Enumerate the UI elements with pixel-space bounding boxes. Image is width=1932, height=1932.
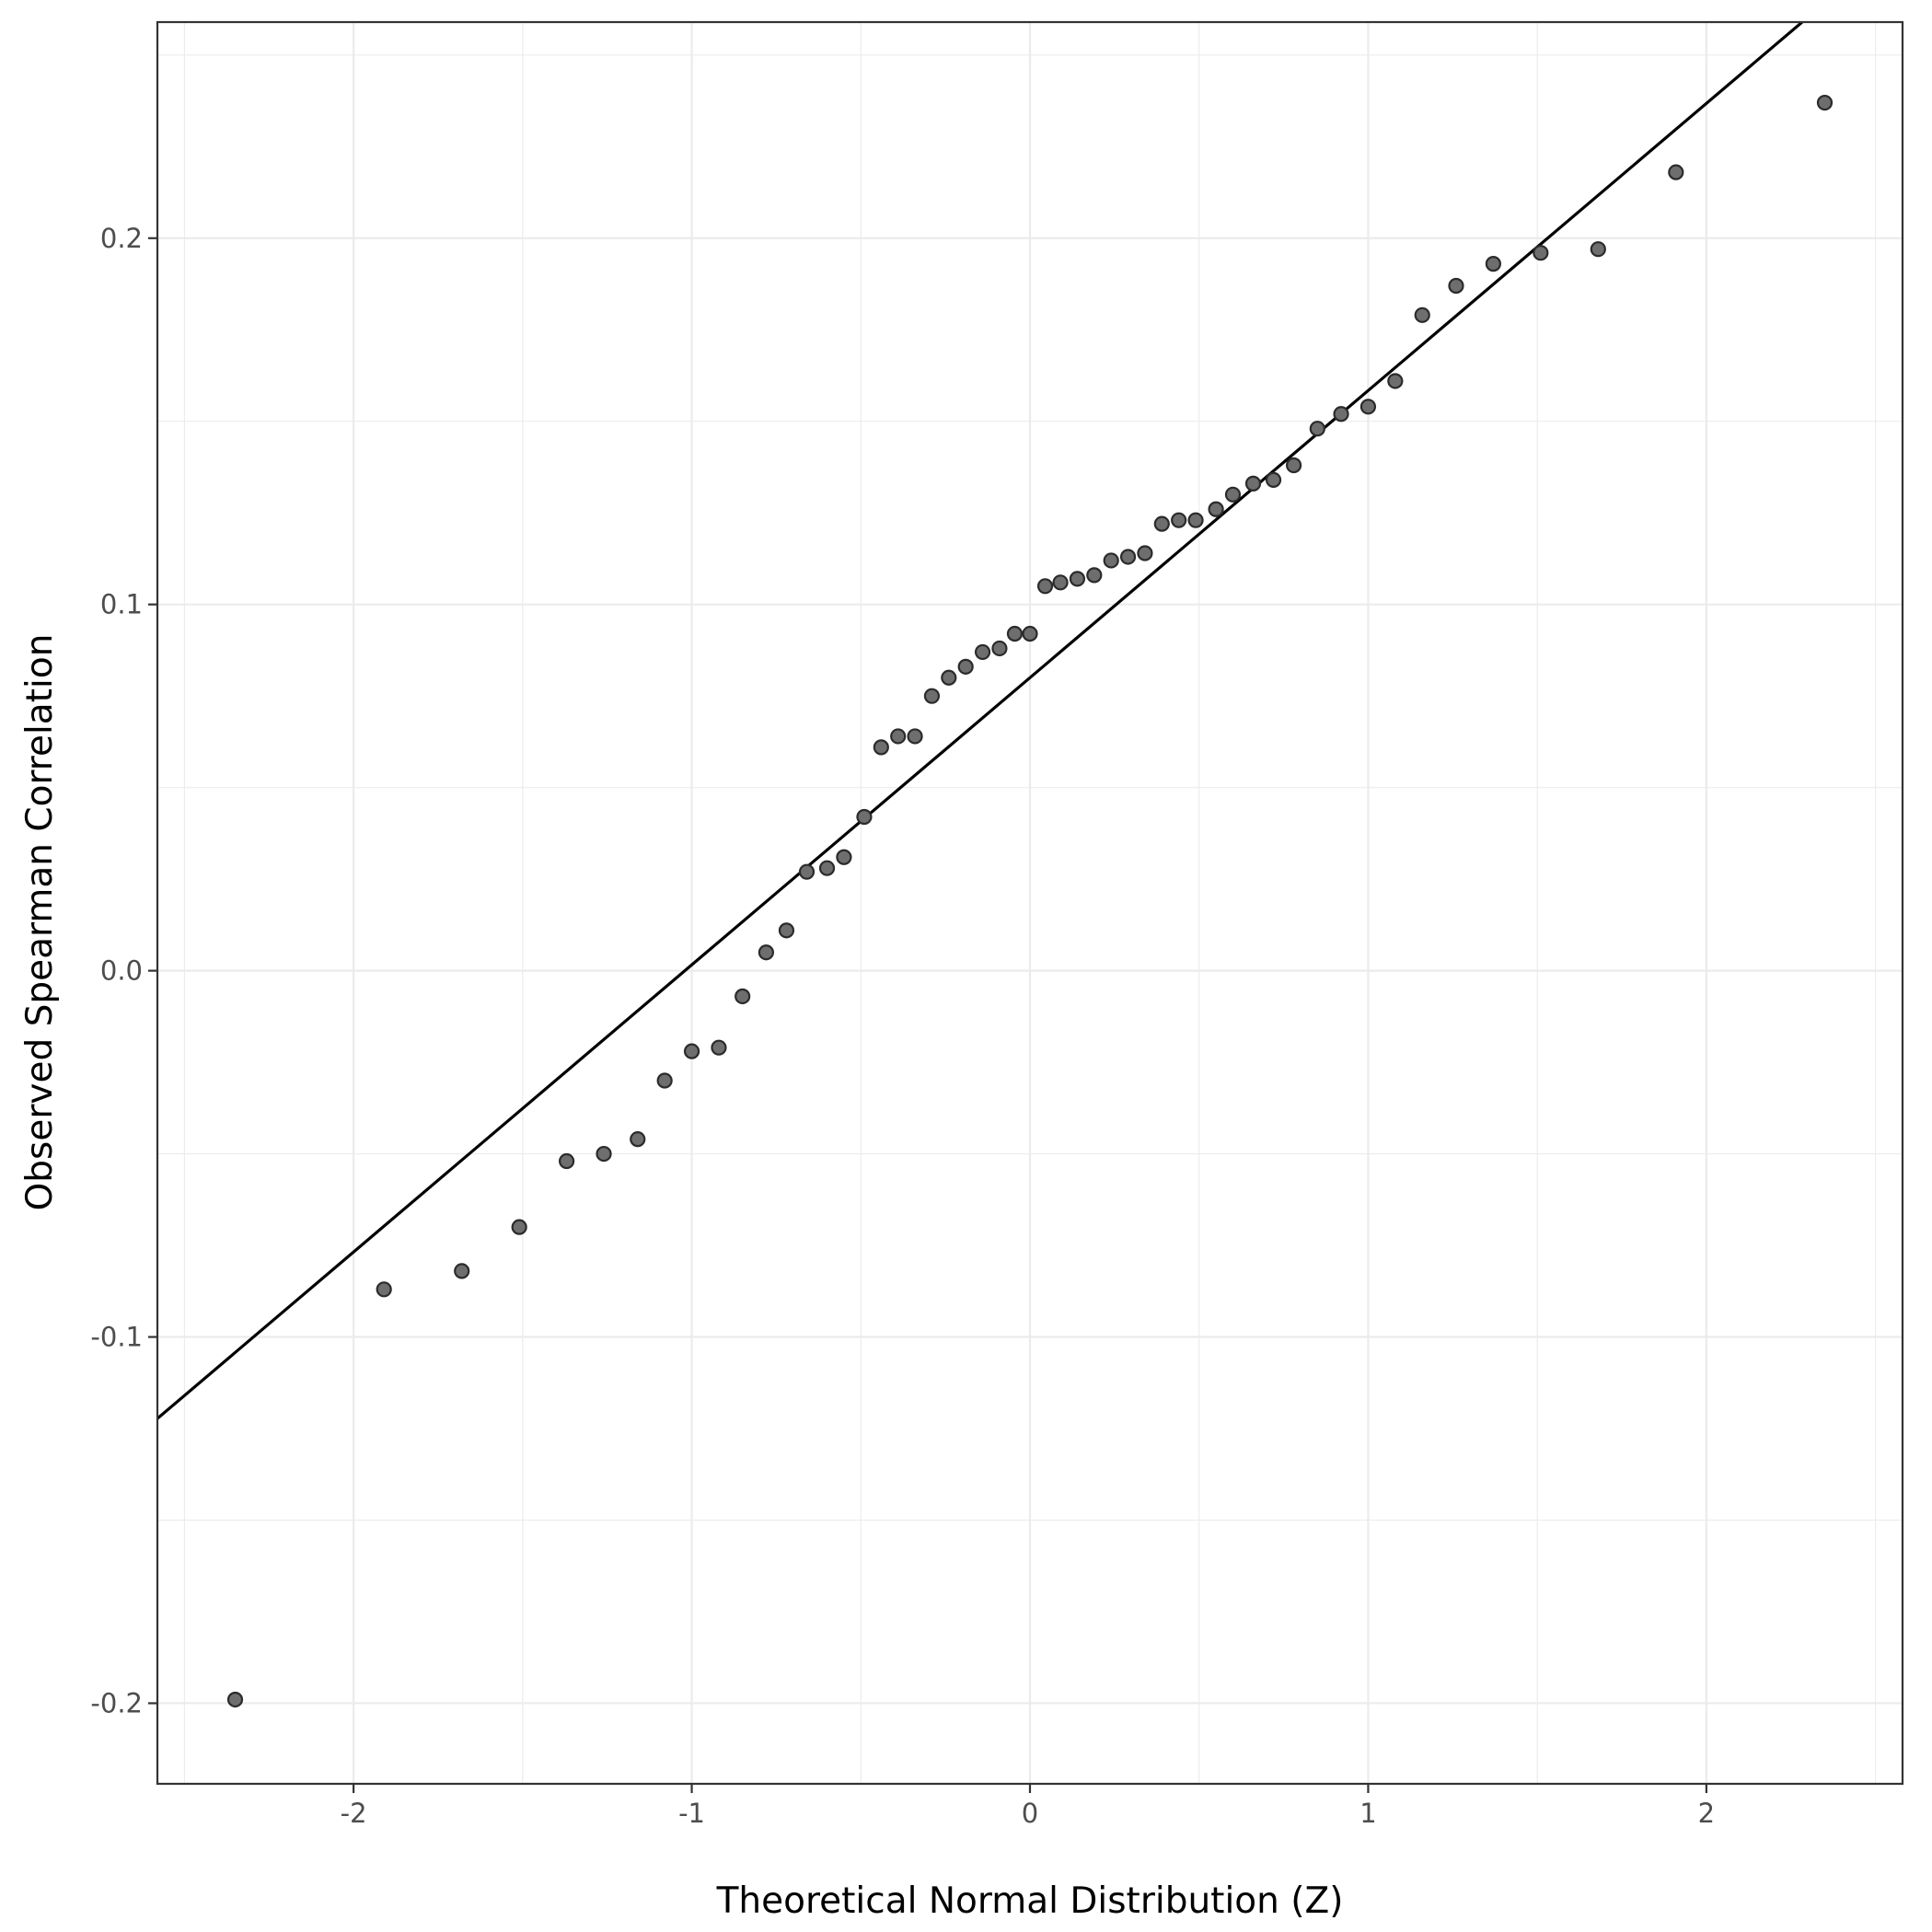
data-point [454,1263,470,1279]
data-point [683,1043,700,1059]
data-point [1414,307,1430,323]
data-point [856,808,873,826]
data-point [1224,486,1242,503]
data-point [1590,241,1606,258]
data-point [758,944,774,961]
y-axis-ticks: -0.2 -0.1 0.0 0.1 0.2 [90,223,157,1718]
y-tick-label: -0.2 [90,1687,143,1718]
data-points [226,94,1834,1708]
data-point [1286,457,1302,474]
data-point [1187,512,1204,528]
data-point [1069,571,1086,587]
data-point [376,1281,392,1298]
data-point [1006,625,1024,642]
x-tick-label: 0 [1022,1798,1038,1829]
reference-line-layer [157,22,1805,1420]
data-point [1387,373,1404,389]
x-tick-label: -1 [678,1798,705,1829]
data-point [1359,399,1377,415]
y-tick-label: 0.0 [100,955,143,987]
data-point [1171,512,1187,528]
qq-reference-line [157,22,1805,1420]
data-point [1036,578,1054,595]
x-axis-ticks: -2 -1 0 1 2 [341,1784,1715,1829]
y-axis-title: Observed Spearman Correlation [19,634,61,1211]
data-point [1816,94,1834,111]
data-point [836,849,852,865]
y-tick-label: 0.1 [100,589,143,620]
data-point [818,860,836,876]
data-point [630,1131,646,1148]
major-gridlines [157,22,1903,1784]
y-tick-label: 0.2 [100,223,143,254]
data-point [226,1691,244,1708]
data-point [991,640,1008,657]
data-point [1137,545,1153,561]
data-point [711,1039,727,1056]
data-point [957,658,974,675]
data-point [907,728,923,745]
data-point [735,988,751,1005]
data-point [1086,567,1103,584]
x-tick-label: 1 [1359,1798,1376,1829]
data-point [1119,549,1137,565]
data-point [596,1145,612,1163]
data-point [923,688,941,704]
data-point [1309,421,1325,437]
data-point [1333,406,1349,422]
data-point [1533,245,1549,261]
data-point [974,643,991,661]
data-point [1265,471,1282,489]
x-axis-title: Theoretical Normal Distribution (Z) [716,1880,1344,1922]
data-point [941,669,957,686]
data-point [890,728,907,745]
data-point [1485,256,1501,272]
data-point [1208,501,1224,517]
x-tick-label: 2 [1698,1798,1715,1829]
data-point [1448,277,1464,295]
data-point [656,1072,673,1089]
y-tick-label: -0.1 [90,1322,143,1353]
data-point [511,1219,527,1235]
data-point [798,863,816,880]
data-point [778,922,795,939]
data-point [1103,552,1119,569]
data-point [1668,164,1684,180]
data-point [559,1152,575,1170]
data-point [873,739,889,756]
data-point [1052,574,1069,591]
data-point [1153,515,1170,532]
data-point [1022,625,1038,642]
x-tick-label: -2 [341,1798,367,1829]
data-point [1244,475,1262,492]
